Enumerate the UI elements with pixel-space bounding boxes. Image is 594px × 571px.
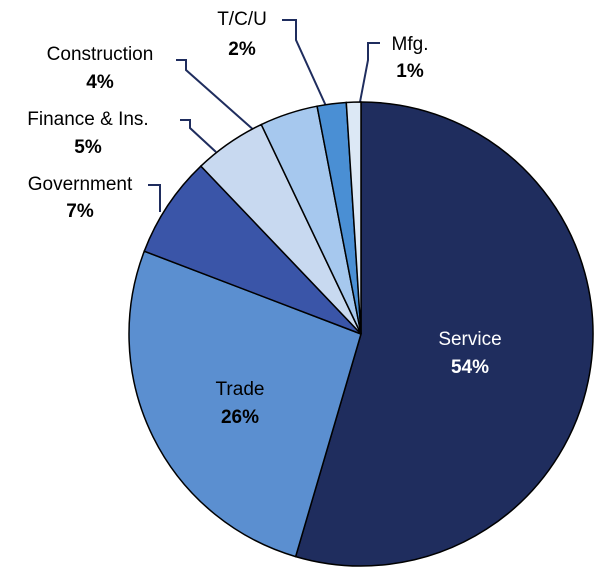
leader-line: [282, 19, 327, 107]
slice-label: Government: [28, 174, 133, 195]
leader-line: [176, 59, 266, 141]
value-label: 1%: [396, 61, 424, 82]
value-label: 4%: [86, 72, 114, 93]
value-label: 26%: [221, 407, 259, 428]
slice-label: Construction: [47, 44, 154, 65]
slice: [294, 101, 594, 567]
slice: [143, 165, 362, 335]
slices: [128, 101, 594, 567]
value-label: 5%: [74, 137, 102, 158]
slice-label: Service: [438, 329, 501, 350]
slice: [345, 101, 362, 335]
leaders: [148, 19, 380, 212]
leader-line: [148, 184, 161, 212]
value-label: 54%: [451, 357, 489, 378]
slice-label: Mfg.: [392, 34, 429, 55]
value-label: 2%: [228, 39, 256, 60]
slice-label: Trade: [216, 379, 265, 400]
value-label: 7%: [66, 201, 94, 222]
slice: [128, 250, 362, 558]
leader-line: [359, 42, 380, 103]
leader-line: [180, 119, 217, 153]
labels: Service 54% Trade 26% Government 7% Finance & …: [27, 9, 501, 428]
slice-label: Finance & Ins.: [27, 109, 148, 130]
slice-label: T/C/U: [217, 9, 267, 30]
